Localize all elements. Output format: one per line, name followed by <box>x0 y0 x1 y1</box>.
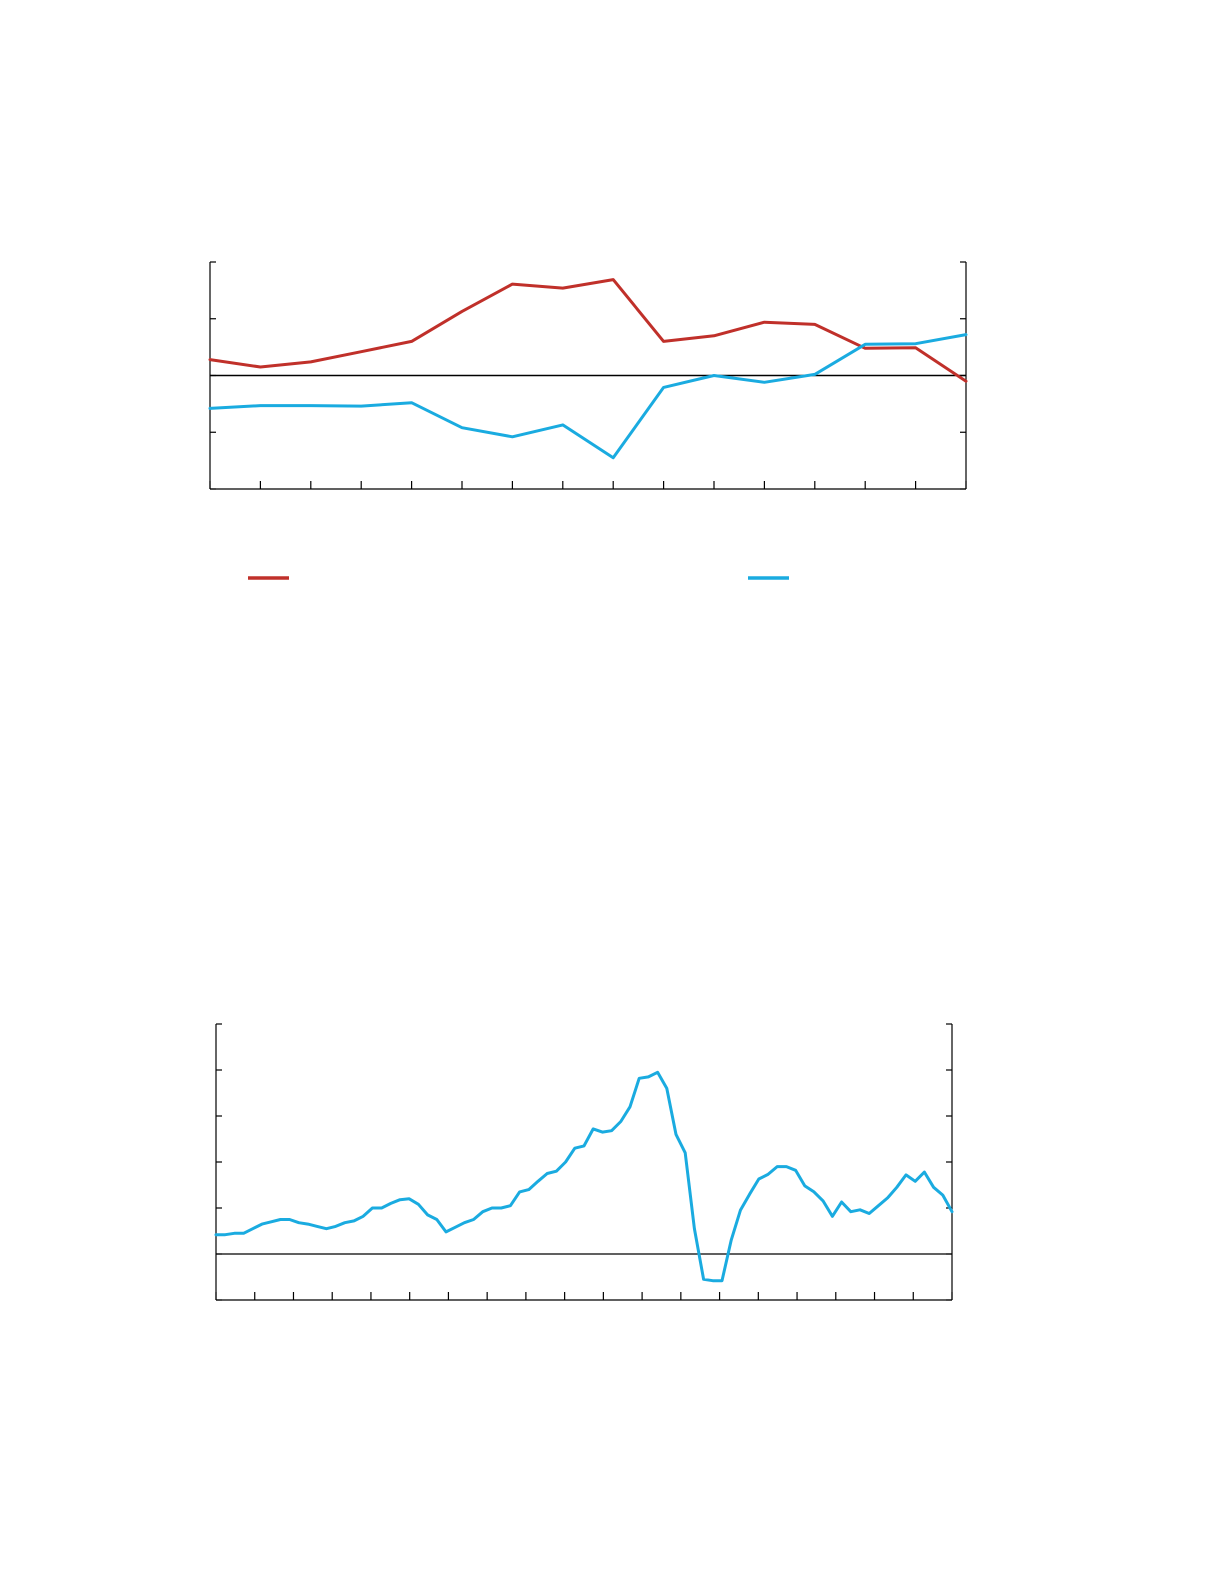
series-line-2 <box>208 333 968 460</box>
chart-1 <box>208 261 968 580</box>
series-line-1 <box>214 1070 954 1283</box>
series-line-1 <box>208 278 968 383</box>
chart-2 <box>214 1023 954 1301</box>
